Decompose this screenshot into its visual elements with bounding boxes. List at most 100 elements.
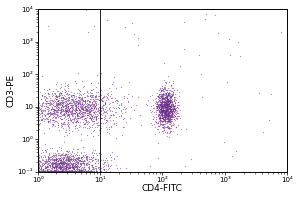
Point: [45, 100, 50, 103]
Point: [49, 112, 54, 115]
Point: [56, 101, 61, 104]
Point: [83, 108, 88, 111]
Point: [36, 96, 41, 99]
Point: [199, 72, 204, 76]
Point: [160, 98, 165, 101]
Point: [121, 125, 126, 129]
Point: [39, 168, 44, 171]
Point: [63, 108, 68, 111]
Point: [41, 169, 46, 172]
Point: [56, 163, 61, 167]
Point: [68, 158, 73, 161]
Point: [51, 107, 56, 110]
Point: [67, 164, 72, 167]
Point: [171, 105, 176, 108]
Point: [157, 110, 162, 113]
Point: [36, 108, 41, 111]
Point: [110, 109, 115, 112]
Point: [105, 118, 110, 121]
Point: [94, 170, 98, 173]
Point: [165, 99, 170, 102]
Point: [36, 91, 41, 95]
Point: [86, 119, 91, 122]
Point: [91, 103, 96, 107]
Point: [169, 117, 173, 120]
Point: [80, 79, 84, 83]
Point: [69, 109, 74, 112]
Point: [47, 113, 52, 116]
Point: [101, 96, 106, 99]
Point: [169, 108, 173, 111]
Point: [75, 163, 80, 166]
Point: [64, 153, 68, 156]
Point: [66, 115, 71, 118]
Point: [47, 108, 52, 111]
Point: [84, 118, 88, 122]
Point: [64, 156, 69, 159]
Point: [85, 108, 90, 111]
Point: [55, 165, 59, 168]
Point: [36, 128, 41, 131]
Point: [45, 168, 50, 171]
Point: [60, 112, 65, 116]
Point: [173, 95, 178, 98]
Point: [63, 102, 68, 105]
Point: [62, 170, 67, 173]
Point: [103, 101, 108, 105]
Point: [168, 102, 173, 105]
Point: [160, 86, 164, 90]
Point: [63, 107, 68, 110]
Point: [54, 170, 59, 173]
Point: [167, 118, 172, 121]
Point: [165, 98, 170, 102]
Point: [163, 114, 167, 117]
Point: [57, 161, 62, 164]
Point: [161, 96, 166, 99]
Point: [69, 170, 74, 173]
Point: [168, 99, 172, 103]
Point: [42, 92, 47, 95]
Point: [164, 92, 169, 95]
Point: [56, 105, 61, 108]
Point: [169, 103, 173, 107]
Point: [167, 117, 171, 120]
Point: [66, 110, 71, 113]
Point: [165, 106, 170, 110]
Point: [61, 154, 66, 157]
Point: [113, 115, 118, 119]
Point: [160, 111, 165, 114]
Point: [160, 96, 164, 100]
Point: [163, 108, 167, 112]
Point: [45, 101, 50, 104]
Point: [91, 134, 96, 137]
Point: [173, 109, 178, 112]
Point: [166, 92, 170, 95]
Point: [52, 111, 57, 114]
Point: [36, 170, 41, 173]
Point: [89, 105, 94, 109]
Point: [162, 103, 167, 106]
Point: [37, 106, 42, 110]
Point: [163, 100, 168, 104]
Point: [155, 122, 160, 125]
Point: [41, 87, 46, 90]
Point: [92, 103, 96, 106]
Point: [53, 165, 58, 168]
Point: [36, 168, 41, 171]
Point: [36, 108, 41, 111]
Point: [160, 108, 164, 111]
Point: [84, 170, 89, 173]
Point: [36, 108, 41, 111]
Point: [94, 108, 99, 111]
Point: [39, 94, 44, 97]
Point: [164, 101, 169, 105]
Point: [168, 129, 172, 133]
Point: [256, 92, 261, 95]
Point: [63, 103, 68, 107]
Point: [94, 110, 98, 113]
Point: [121, 108, 125, 111]
Point: [50, 164, 55, 167]
Point: [58, 146, 63, 150]
Point: [86, 109, 91, 113]
Point: [150, 99, 155, 102]
